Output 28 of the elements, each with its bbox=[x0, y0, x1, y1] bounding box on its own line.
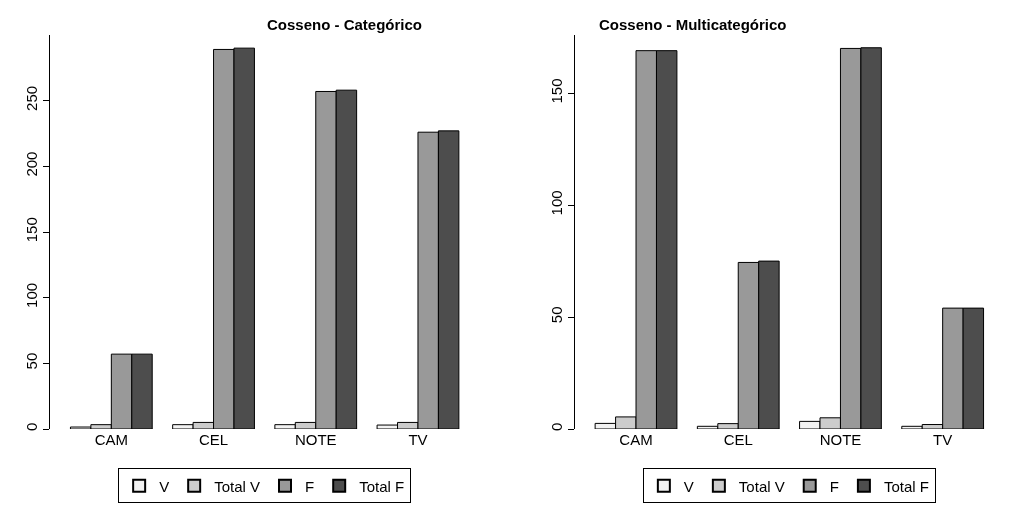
x-tick-label: CAM bbox=[94, 431, 128, 448]
y-tick-label: 250 bbox=[23, 85, 40, 111]
chart-title: Cosseno - Multicategórico bbox=[599, 16, 787, 33]
y-tick-label: 150 bbox=[23, 217, 40, 243]
y-tick-label: 50 bbox=[23, 352, 40, 370]
y-tick-label: 150 bbox=[547, 78, 565, 104]
x-tick-label: TV bbox=[933, 431, 953, 448]
x-tick-label: TV bbox=[408, 431, 428, 448]
y-tick-label: 0 bbox=[547, 422, 565, 431]
x-tick-label: CAM bbox=[619, 431, 653, 448]
legend-label: Total F bbox=[883, 477, 929, 495]
legend-label: Total F bbox=[359, 477, 405, 495]
y-tick-label: 0 bbox=[23, 422, 40, 431]
legend-label: V bbox=[159, 477, 170, 495]
y-tick-label: 100 bbox=[547, 190, 565, 216]
legend-label: F bbox=[305, 477, 315, 495]
legend-label: Total V bbox=[738, 477, 785, 495]
x-tick-label: NOTE bbox=[819, 431, 862, 448]
chart-title: Cosseno - Categórico bbox=[267, 16, 423, 33]
y-tick-label: 200 bbox=[23, 151, 40, 177]
x-tick-label: CEL bbox=[723, 431, 753, 448]
x-tick-label: CEL bbox=[198, 431, 229, 448]
y-tick-label: 100 bbox=[23, 282, 40, 308]
y-tick-label: 50 bbox=[547, 306, 565, 324]
legend-label: V bbox=[683, 477, 694, 495]
legend-label: F bbox=[829, 477, 839, 495]
legend-label: Total V bbox=[214, 477, 261, 495]
x-tick-label: NOTE bbox=[294, 431, 337, 448]
